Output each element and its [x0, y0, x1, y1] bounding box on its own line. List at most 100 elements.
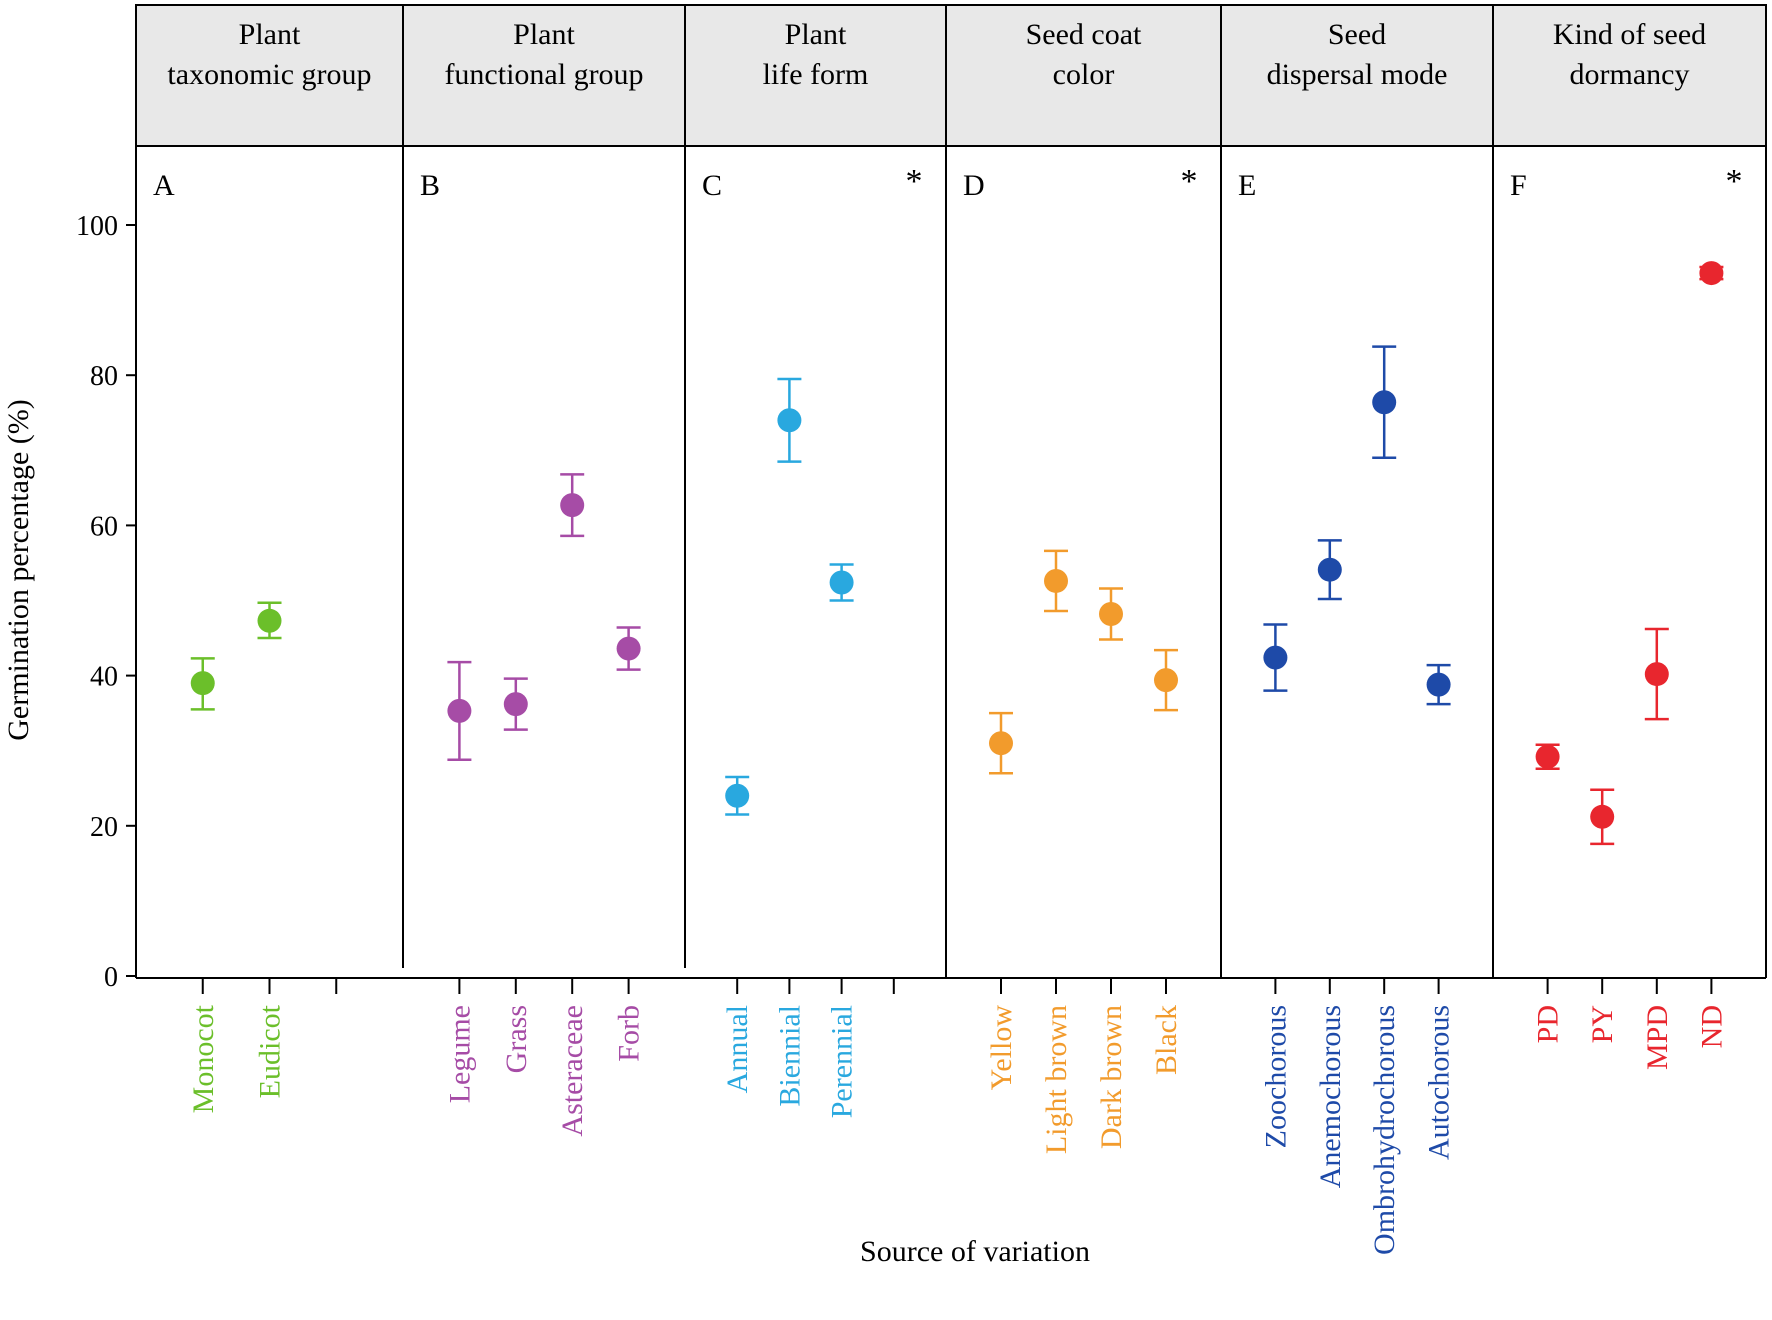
y-tick-label: 100 — [76, 211, 118, 242]
y-tick-label: 20 — [90, 812, 118, 843]
point-group — [616, 626, 641, 671]
point-group — [1099, 587, 1123, 641]
x-axis-title: Source of variation — [860, 1235, 1090, 1268]
category-label: Grass — [500, 1005, 533, 1073]
panel-header-box-d — [945, 4, 1222, 147]
panel-letter-a: A — [153, 169, 175, 202]
point-group — [1699, 261, 1724, 286]
panel-title-e-line-2: dispersal mode — [1267, 58, 1448, 91]
data-point — [1426, 672, 1451, 697]
panel-title-f-line-2: dormancy — [1570, 58, 1690, 91]
category-label: Anemochorous — [1314, 1005, 1347, 1188]
data-point — [1263, 645, 1288, 670]
panel-header-box-b — [402, 4, 686, 147]
panel-title-a-line-2: taxonomic group — [167, 58, 371, 91]
panel-title-d-line-1: Seed coat — [1026, 18, 1142, 51]
point-group — [1644, 627, 1669, 721]
category-label: Ombrohydrochorous — [1368, 1005, 1401, 1255]
y-axis-title: Germination percentage (%) — [2, 399, 35, 741]
y-tick-label: 40 — [90, 662, 118, 693]
data-point — [725, 783, 750, 808]
panel-header-box-f — [1492, 4, 1767, 147]
data-point — [1644, 662, 1669, 687]
panel-title-d-line-2: color — [1053, 58, 1115, 91]
data-point — [503, 692, 528, 717]
category-label: Dark brown — [1095, 1005, 1128, 1149]
point-group — [1263, 623, 1288, 692]
category-labels: Monocot Eudicot Legume Grass Asteraceae Forb A… — [187, 1004, 1729, 1255]
category-label: Perennial — [826, 1005, 859, 1118]
point-group — [447, 660, 472, 761]
data-point — [777, 408, 802, 433]
point-group — [1317, 539, 1342, 601]
data-point — [257, 608, 282, 633]
panel-title-b-line-2: functional group — [444, 58, 643, 91]
point-group — [1426, 663, 1451, 706]
data-point — [1372, 390, 1397, 415]
point-group — [777, 377, 802, 463]
panel-title-b-line-1: Plant — [513, 18, 575, 51]
panel-letter-b: B — [420, 169, 440, 202]
category-label: PY — [1586, 1005, 1619, 1043]
point-group — [1044, 549, 1068, 613]
data-marks — [190, 261, 1724, 846]
point-group — [503, 677, 528, 731]
category-label: Biennial — [773, 1005, 806, 1107]
data-point — [190, 671, 215, 696]
panel-title-a-line-1: Plant — [239, 18, 301, 51]
data-point — [1317, 557, 1342, 582]
data-point — [1590, 804, 1615, 829]
data-point — [1154, 668, 1178, 693]
category-label: Yellow — [985, 1005, 1018, 1091]
point-group — [1372, 345, 1397, 460]
significance-star-c: * — [906, 163, 923, 200]
point-group — [1535, 743, 1560, 770]
category-label: Zoochorous — [1259, 1005, 1292, 1148]
x-axis-ticks — [201, 978, 1713, 994]
panel-title-f-line-1: Kind of seed — [1553, 18, 1706, 51]
panel-header-box-a — [135, 4, 404, 147]
data-point — [829, 570, 854, 595]
point-group — [560, 473, 585, 538]
panel-header-box-c — [684, 4, 947, 147]
panel-headers: Plant taxonomic group Plant functional grou… — [135, 4, 1767, 202]
data-point — [560, 493, 585, 518]
category-label: Asteraceae — [556, 1005, 589, 1137]
y-tick-label: 60 — [90, 511, 118, 542]
panel-header-box-e — [1220, 4, 1494, 147]
data-point — [1099, 602, 1123, 627]
significance-star-d: * — [1181, 163, 1198, 200]
point-group — [1154, 648, 1178, 712]
category-label: Eudicot — [254, 1004, 287, 1098]
data-point — [1699, 261, 1724, 286]
y-tick-label: 0 — [104, 962, 118, 993]
category-label: Monocot — [187, 1004, 220, 1113]
point-group — [190, 657, 215, 711]
point-group — [257, 601, 282, 640]
panel-letter-e: E — [1238, 169, 1256, 202]
data-point — [1535, 744, 1560, 769]
panel-letter-d: D — [963, 169, 985, 202]
category-label: Light brown — [1040, 1005, 1073, 1154]
point-group — [1590, 788, 1615, 846]
panel-letter-c: C — [702, 169, 722, 202]
y-axis: 0 20 40 60 80 100 — [76, 211, 136, 993]
data-point — [616, 636, 641, 661]
panel-title-c-line-2: life form — [763, 58, 869, 91]
data-point — [1044, 568, 1068, 593]
data-point — [447, 698, 472, 723]
panel-title-e-line-1: Seed — [1328, 18, 1386, 51]
category-label: PD — [1532, 1005, 1565, 1043]
category-label: Legume — [443, 1005, 476, 1103]
point-group — [725, 775, 750, 816]
significance-star-f: * — [1726, 163, 1743, 200]
category-label: MPD — [1641, 1005, 1674, 1070]
point-group — [829, 563, 854, 602]
plot-frame — [135, 145, 1767, 979]
category-label: Autochorous — [1423, 1005, 1456, 1160]
data-point — [989, 731, 1013, 756]
category-label: Annual — [721, 1005, 754, 1093]
panel-letter-f: F — [1510, 169, 1527, 202]
point-group — [989, 711, 1013, 775]
